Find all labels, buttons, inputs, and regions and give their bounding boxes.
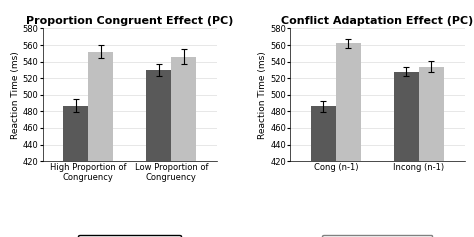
Bar — [394, 72, 419, 161]
Legend: Current Congruent: Current Congruent — [78, 235, 181, 237]
Title: Conflict Adaptation Effect (PC): Conflict Adaptation Effect (PC) — [281, 16, 474, 26]
Bar — [146, 70, 171, 161]
Y-axis label: Reaction Time (ms): Reaction Time (ms) — [258, 51, 267, 139]
Bar — [419, 67, 444, 161]
Bar — [311, 106, 336, 161]
Title: Proportion Congruent Effect (PC): Proportion Congruent Effect (PC) — [26, 16, 234, 26]
Bar — [336, 43, 361, 161]
Bar — [64, 106, 88, 161]
Bar — [88, 52, 113, 161]
Legend: Current Incongruent: Current Incongruent — [322, 235, 432, 237]
Bar — [171, 57, 196, 161]
Y-axis label: Reaction Time (ms): Reaction Time (ms) — [11, 51, 20, 139]
